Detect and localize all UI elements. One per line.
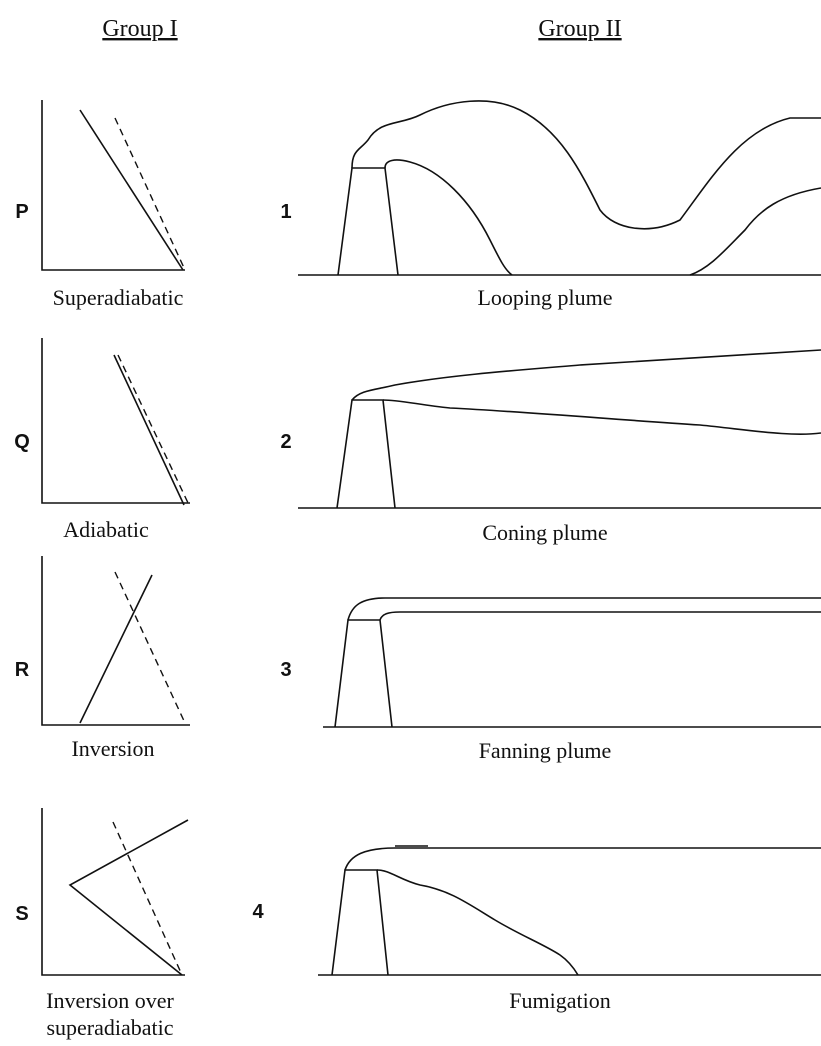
lapse-graph: [41, 808, 189, 976]
number: 3: [280, 659, 291, 681]
number: 2: [280, 431, 291, 453]
letter: S: [15, 903, 28, 925]
plume-drawing: [298, 349, 821, 509]
caption: Inversion: [71, 736, 154, 761]
plume-drawing: [298, 100, 821, 276]
header: Group I: [102, 16, 177, 42]
caption: Superadiabatic: [53, 285, 184, 310]
caption: Fumigation: [509, 988, 610, 1013]
caption: Looping plume: [477, 285, 612, 310]
lapse-graph: [41, 100, 186, 271]
number: 1: [280, 201, 291, 223]
plume-drawing: [318, 845, 821, 976]
caption: superadiabatic: [46, 1015, 173, 1040]
header: Group II: [538, 16, 621, 42]
number: 4: [252, 901, 264, 923]
letter: P: [15, 201, 28, 223]
lapse-graph: [41, 338, 190, 506]
plume-drawing: [323, 597, 821, 728]
caption: Coning plume: [482, 520, 607, 545]
lapse-graph: [41, 556, 190, 726]
letter: Q: [14, 431, 30, 453]
caption: Adiabatic: [63, 517, 149, 542]
letter: R: [15, 659, 30, 681]
caption: Inversion over: [46, 988, 174, 1013]
caption: Fanning plume: [479, 738, 612, 763]
